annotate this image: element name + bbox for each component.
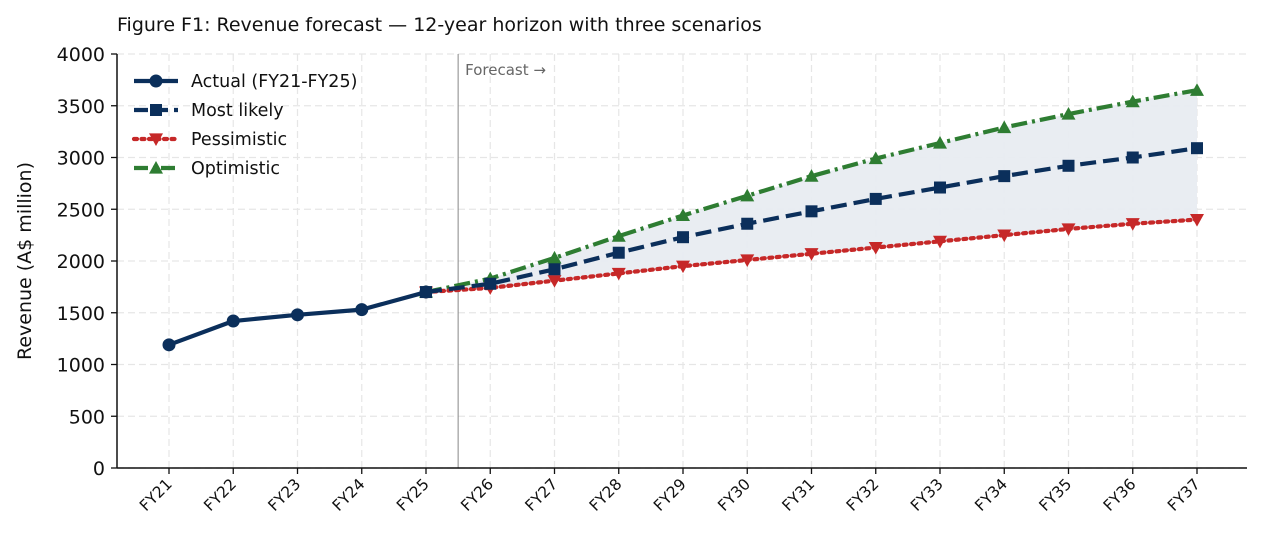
legend-label: Actual (FY21-FY25)	[191, 72, 357, 92]
data-point	[1190, 214, 1204, 227]
data-point	[162, 338, 176, 352]
legend-label: Most likely	[191, 101, 284, 121]
data-point	[676, 208, 690, 222]
x-tick-label: FY36	[1100, 475, 1140, 515]
y-tick-label: 500	[69, 406, 105, 428]
x-tick-label: FY32	[843, 475, 883, 515]
data-point	[611, 229, 626, 242]
y-tick-label: 1500	[57, 303, 105, 325]
y-tick-label: 2500	[57, 199, 105, 221]
legend-item: Actual (FY21-FY25)	[134, 72, 357, 92]
x-tick-label: FY27	[522, 475, 562, 515]
x-tick-label: FY26	[457, 475, 497, 515]
forecast-divider-layer: Forecast →	[457, 54, 546, 468]
data-point	[547, 275, 562, 288]
data-point	[1125, 218, 1140, 231]
data-point	[355, 303, 369, 317]
legend-item: Pessimistic	[131, 130, 287, 150]
data-point	[933, 136, 947, 149]
data-point	[740, 188, 755, 202]
data-point	[868, 241, 883, 255]
chart-title: Figure F1: Revenue forecast — 12-year ho…	[117, 14, 762, 36]
data-point	[291, 308, 304, 322]
legend-marker	[150, 104, 162, 116]
data-point	[741, 217, 754, 230]
data-point	[612, 246, 625, 259]
x-tick-label: FY33	[907, 475, 947, 515]
x-tick-label: FY21	[136, 475, 176, 515]
x-tick-label: FY37	[1164, 475, 1204, 515]
data-point	[934, 181, 946, 194]
data-point	[997, 229, 1012, 243]
data-point	[805, 205, 818, 218]
x-tick-label: FY28	[586, 475, 626, 515]
x-tick-label: FY31	[779, 475, 819, 515]
legend-item: Most likely	[134, 101, 284, 121]
data-point	[804, 169, 819, 182]
data-point	[1061, 223, 1076, 236]
x-tick-label: FY25	[393, 475, 433, 515]
x-tick-label: FY24	[329, 475, 369, 515]
data-point	[484, 277, 497, 290]
data-point	[676, 260, 690, 274]
y-axis-label: Revenue (A$ million)	[14, 162, 36, 360]
y-tick-label: 3500	[57, 96, 105, 118]
x-tick-label: FY34	[971, 475, 1011, 515]
data-point	[548, 263, 561, 276]
data-point	[804, 248, 819, 261]
data-point	[1190, 83, 1204, 96]
legend-label: Optimistic	[191, 159, 280, 179]
y-tick-label: 3000	[57, 148, 105, 170]
legend-marker	[149, 133, 163, 146]
data-point	[868, 151, 883, 165]
data-point	[998, 170, 1011, 183]
x-tick-label: FY30	[714, 475, 754, 515]
y-tick-label: 0	[93, 458, 105, 480]
legend-marker	[149, 74, 163, 88]
data-point	[1191, 142, 1203, 155]
data-point	[547, 250, 562, 264]
y-tick-label: 4000	[57, 44, 105, 66]
data-point	[997, 120, 1012, 134]
data-point	[933, 235, 947, 249]
series-actual-fy21-fy25	[162, 285, 433, 352]
legend-label: Pessimistic	[191, 130, 287, 150]
data-point	[419, 285, 433, 299]
data-point	[677, 231, 689, 244]
y-tick-label: 1000	[57, 355, 105, 377]
data-point	[1126, 151, 1139, 164]
data-point	[869, 192, 882, 205]
forecast-label: Forecast →	[465, 61, 546, 79]
x-tick-label: FY29	[650, 475, 690, 515]
legend-item: Optimistic	[134, 159, 280, 179]
legend: Actual (FY21-FY25) Most likely Pessimistic…	[131, 72, 357, 179]
x-tick-label: FY22	[200, 475, 240, 515]
legend-marker	[149, 161, 163, 174]
x-tick-label: FY23	[265, 475, 305, 515]
data-point	[1125, 94, 1140, 108]
data-point	[740, 254, 755, 267]
y-tick-label: 2000	[57, 251, 105, 273]
x-tick-label: FY35	[1036, 475, 1076, 515]
series-most-likely	[420, 142, 1203, 299]
data-point	[611, 267, 626, 281]
series-layer	[162, 83, 1204, 352]
data-point	[1061, 107, 1076, 120]
data-point	[1062, 159, 1075, 172]
data-point	[226, 314, 240, 328]
